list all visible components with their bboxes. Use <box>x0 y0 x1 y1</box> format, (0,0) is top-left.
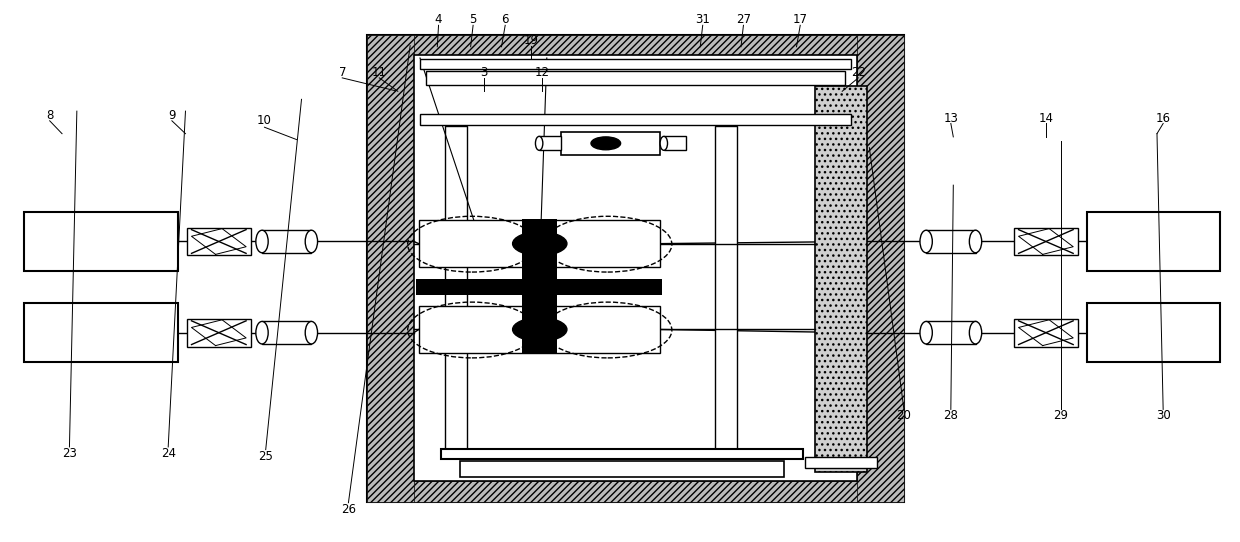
Bar <box>663 137 686 150</box>
Text: 23: 23 <box>62 447 77 460</box>
Text: 14: 14 <box>1038 112 1054 125</box>
Ellipse shape <box>920 230 932 253</box>
Text: 25: 25 <box>258 449 273 462</box>
Bar <box>926 321 976 344</box>
Text: 26: 26 <box>341 503 356 516</box>
Text: 13: 13 <box>944 112 959 125</box>
Bar <box>262 321 311 344</box>
Circle shape <box>512 232 567 255</box>
Bar <box>926 230 976 253</box>
Circle shape <box>512 318 567 341</box>
Bar <box>24 303 179 362</box>
Text: 9: 9 <box>169 109 176 122</box>
Ellipse shape <box>920 321 932 344</box>
Text: 24: 24 <box>161 447 176 460</box>
Bar <box>367 481 904 502</box>
Bar <box>522 219 557 354</box>
Bar <box>441 449 802 459</box>
Bar <box>815 86 867 472</box>
Bar <box>419 220 660 267</box>
Bar <box>419 306 660 353</box>
Text: 12: 12 <box>534 66 549 79</box>
Bar <box>445 126 467 449</box>
Bar <box>460 461 784 477</box>
Text: 16: 16 <box>1156 112 1171 125</box>
Text: 27: 27 <box>737 14 751 27</box>
Bar <box>367 35 904 55</box>
Bar <box>715 126 738 449</box>
Ellipse shape <box>970 321 982 344</box>
Bar <box>857 35 904 502</box>
Bar <box>1086 303 1220 362</box>
Bar <box>262 230 311 253</box>
Text: 17: 17 <box>792 14 807 27</box>
Bar <box>420 114 851 125</box>
Text: 10: 10 <box>257 114 272 127</box>
Bar <box>417 279 662 295</box>
Bar <box>1086 212 1220 271</box>
Text: 8: 8 <box>46 109 53 122</box>
Ellipse shape <box>305 230 317 253</box>
Bar <box>187 228 250 255</box>
Ellipse shape <box>305 321 317 344</box>
Bar <box>414 55 857 481</box>
Text: 29: 29 <box>1053 409 1068 422</box>
Text: 20: 20 <box>897 409 911 422</box>
Ellipse shape <box>255 230 268 253</box>
Ellipse shape <box>970 230 982 253</box>
Text: 4: 4 <box>435 14 443 27</box>
Ellipse shape <box>660 137 667 150</box>
Text: 30: 30 <box>1156 409 1171 422</box>
Bar <box>427 72 844 85</box>
Bar <box>367 35 904 502</box>
Ellipse shape <box>255 321 268 344</box>
Bar <box>1014 228 1078 255</box>
Bar <box>539 137 562 150</box>
Text: 7: 7 <box>339 66 346 79</box>
Bar <box>562 132 660 154</box>
Bar <box>805 457 877 468</box>
Text: 6: 6 <box>501 14 508 27</box>
Text: 11: 11 <box>372 66 387 79</box>
Text: 22: 22 <box>851 66 866 79</box>
Bar <box>24 212 179 271</box>
Bar <box>414 55 857 481</box>
Text: 5: 5 <box>470 14 477 27</box>
Text: 31: 31 <box>696 14 711 27</box>
Ellipse shape <box>536 137 543 150</box>
Circle shape <box>591 137 620 150</box>
Text: 28: 28 <box>944 409 959 422</box>
Text: 19: 19 <box>523 34 538 47</box>
Bar <box>420 59 851 69</box>
Text: 3: 3 <box>481 66 487 79</box>
Bar <box>187 319 250 347</box>
Bar <box>367 35 414 502</box>
Bar <box>1014 319 1078 347</box>
